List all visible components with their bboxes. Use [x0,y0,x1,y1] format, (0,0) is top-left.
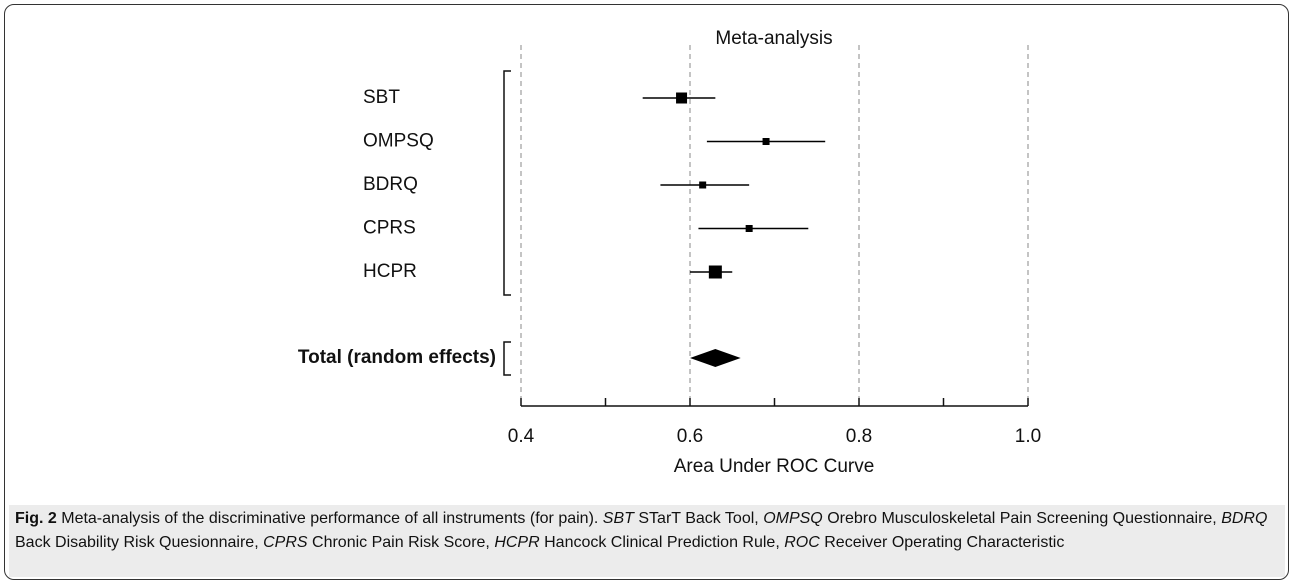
row-label: HCPR [363,261,417,282]
x-tick-label: 0.8 [846,426,872,447]
caption-text: Meta-analysis of the discriminative perf… [61,510,599,527]
row-label: CPRS [363,218,416,239]
abbreviation-term: Hancock Clinical Prediction Rule, [544,534,780,551]
abbreviation: BDRQ [1221,510,1268,527]
abbreviation: OMPSQ [763,510,823,527]
abbreviation-term: Chronic Pain Risk Score, [312,534,490,551]
row-label: SBT [363,87,400,108]
group-bracket [503,70,511,296]
abbreviation-term: STarT Back Tool, [638,510,759,527]
abbreviation: CPRS [263,534,308,551]
abbreviation: ROC [784,534,820,551]
abbreviation: HCPR [494,534,540,551]
total-label: Total (random effects) [298,347,496,368]
total-bracket [503,341,511,376]
abbreviation-term: Back Disability Risk Quesionnaire, [15,534,259,551]
point-estimate [708,265,722,279]
x-axis-label: Area Under ROC Curve [674,456,875,477]
x-tick-label: 1.0 [1015,426,1041,447]
point-estimate [699,181,707,189]
point-estimate [745,225,753,232]
figure: Meta-analysis Area Under ROC Curve 0.4 0.… [4,4,1289,580]
point-estimate [676,92,688,104]
abbreviation-term: Receiver Operating Characteristic [824,534,1065,551]
point-estimate [762,138,770,145]
row-label: BDRQ [363,174,418,195]
abbreviation: SBT [602,510,634,527]
caption: Fig. 2 Meta-analysis of the discriminati… [9,505,1285,577]
row-label: OMPSQ [363,131,434,152]
chart-title: Meta-analysis [715,28,832,49]
abbreviation-term: Orebro Musculoskeletal Pain Screening Qu… [827,510,1217,527]
x-tick-label: 0.6 [677,426,703,447]
chart: Meta-analysis Area Under ROC Curve 0.4 0.… [298,28,1041,477]
total-diamond [690,349,741,367]
figure-label: Fig. 2 [15,510,57,527]
x-tick-label: 0.4 [508,426,535,447]
